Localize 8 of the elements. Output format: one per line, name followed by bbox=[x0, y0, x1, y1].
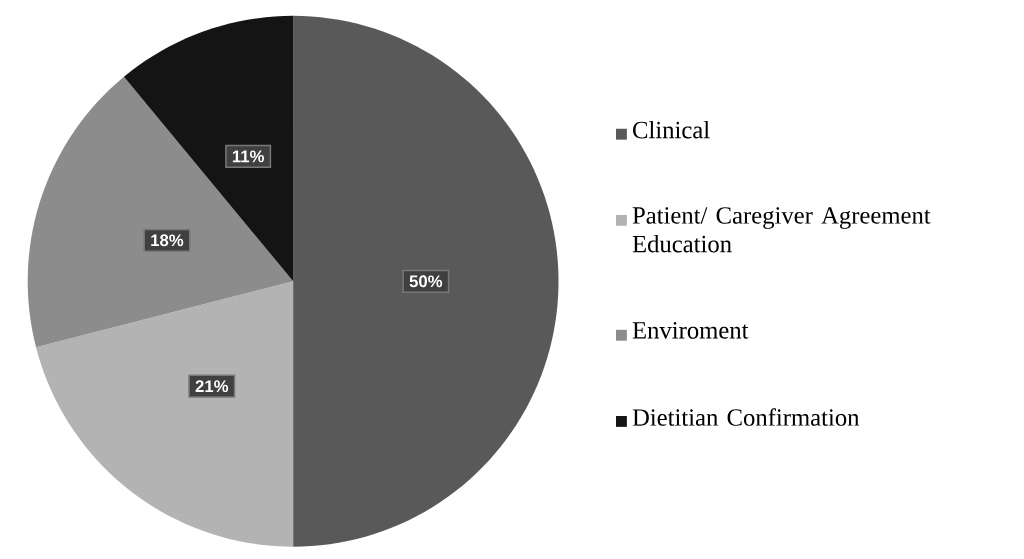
data-label: 11% bbox=[232, 150, 265, 163]
data-label: 18% bbox=[151, 234, 184, 247]
legend-label: Patient/ Caregiver Agreement Education bbox=[632, 207, 931, 253]
legend-label: Dietitian Confirmation bbox=[632, 408, 860, 427]
data-label: 21% bbox=[195, 380, 229, 393]
legend-label: Enviroment bbox=[632, 322, 749, 339]
legend-label: Clinical bbox=[633, 121, 710, 139]
data-label: 50% bbox=[409, 275, 443, 288]
